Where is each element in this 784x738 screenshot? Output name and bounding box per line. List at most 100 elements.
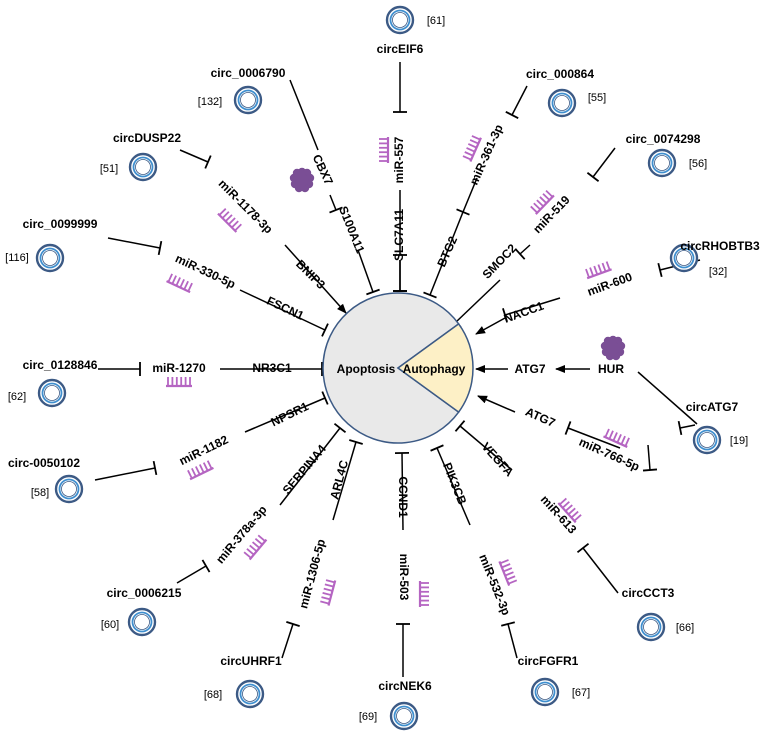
mirna-icon [603,428,630,448]
reference-label: [51] [100,163,118,175]
reference-label: [62] [8,391,26,403]
spoke-13-inhibit-0 [179,149,209,163]
spoke-9-inhibit-0-bar [201,559,211,573]
spoke-2-inhibit-0 [592,147,616,178]
spoke-2-inhibit-center [455,279,501,323]
target-gene-label: ATG7 [523,405,557,431]
spoke-1-inhibit-1 [462,177,478,213]
spoke-7-inhibit-center [401,452,404,531]
spoke-12-inhibit-center-bar [321,323,329,337]
circrna-icon [54,474,84,504]
spoke-9-inhibit-center-bar [333,422,347,434]
spoke-1-inhibit-0-bar [505,110,519,120]
circrna-icon [669,243,699,273]
reference-label: [19] [730,435,748,447]
mirna-icon [166,273,193,294]
reference-label: [116] [5,252,29,264]
protein-label: CBX7 [310,152,336,187]
spoke-3-activate-center [475,317,506,335]
apoptosis-label: Apoptosis [337,362,396,376]
mirna-icon [379,137,390,163]
mirna-label: miR-330-5p [173,251,238,291]
protein-icon [600,335,626,361]
spoke-4-inhibit-0-bar [677,420,683,436]
circrna-name: circ_000864 [526,67,594,81]
spoke-6-inhibit-center [436,447,471,526]
circrna-name: circRHOBTB3 [680,239,760,253]
circrna-icon [128,152,158,182]
reference-label: [67] [572,687,590,699]
spoke-3-inhibit-target-bar [502,308,508,322]
circrna-icon [235,679,265,709]
target-gene-label: NACC1 [502,298,546,325]
reference-label: [132] [198,96,222,108]
circrna-icon [385,5,415,35]
target-gene-label: SLC7A11 [392,209,406,261]
circrna-icon [636,612,666,642]
mirna-icon [585,261,612,280]
spoke-5-inhibit-0-bar [576,542,590,554]
hur-bind-line [637,371,698,425]
autophagy-sector [396,322,474,414]
cbx7-inhibit-s100a11-bar [329,206,343,214]
circrna-icon [127,607,157,637]
target-gene-label: BNIP3 [293,257,328,292]
mirna-label: miR-378a-3p [213,503,270,567]
spoke-8-inhibit-0-bar [286,620,300,628]
circrna-name: circ_0128846 [23,358,98,372]
target-gene-label: SERPINA4 [280,442,330,497]
reference-label: [56] [689,158,707,170]
spoke-2-inhibit-0-bar [586,172,600,182]
spoke-10-inhibit-0 [94,467,156,481]
circrna-icon [547,88,577,118]
protein-icon [289,167,315,193]
circrna-name: circUHRF1 [220,654,282,668]
reference-label: [58] [31,487,49,499]
mirna-icon [243,534,268,561]
reference-label: [55] [588,92,606,104]
spoke-2-inhibit-1-bar [514,248,526,260]
spoke-9-inhibit-center [279,427,341,506]
mirna-icon [166,377,192,388]
circrna-icon [35,243,65,273]
circrna-icon [530,677,560,707]
spoke-4-inhibit-1-bar [642,468,658,472]
target-gene-label: CCND1 [396,476,410,518]
mirna-label: miR-557 [392,136,406,183]
spoke-8-inhibit-center-bar [349,439,363,445]
spoke-3-inhibit-0-bar [657,262,663,278]
spoke-13-inhibit-0-bar [204,155,212,169]
target-gene-label: BTG2 [434,234,460,269]
spoke-5-inhibit-center [459,425,513,471]
mirna-icon [557,497,582,524]
spoke-10-inhibit-center [244,397,326,433]
cbx7-inhibit-s100a11 [329,194,337,211]
s100a11-inhibit-center [357,249,374,293]
target-gene-label: NR3C1 [252,361,292,375]
mirna-icon [498,559,518,586]
circrna-icon [37,378,67,408]
target-gene-label: ARL4C [327,458,351,501]
mirna-icon [418,581,429,607]
circrna-name: circ-0050102 [8,456,80,470]
circrna-name: circCCT3 [622,586,675,600]
spoke-12-inhibit-center [239,289,326,331]
circrna-name: circ_0099999 [23,217,98,231]
spoke-10-inhibit-0-bar [152,460,158,476]
spoke-13-activate-center [284,244,347,314]
spoke-4-inhibit-1 [647,444,651,471]
circrna-icon [647,148,677,178]
mirna-icon [217,208,242,233]
reference-label: [61] [427,15,445,27]
spoke-4-activate-center [477,395,516,413]
reference-label: [69] [359,711,377,723]
circrna-name: circ_0006790 [211,66,286,80]
spoke-4-inhibit-target-bar [564,421,572,435]
target-gene-label: ATG7 [514,362,545,376]
protein-label: HUR [598,362,624,376]
edge-layer [94,62,701,677]
spoke-8-inhibit-center [332,441,357,521]
mirna-label: miR-766-5p [577,435,642,474]
target-gene-label: SMOC2 [480,241,520,282]
